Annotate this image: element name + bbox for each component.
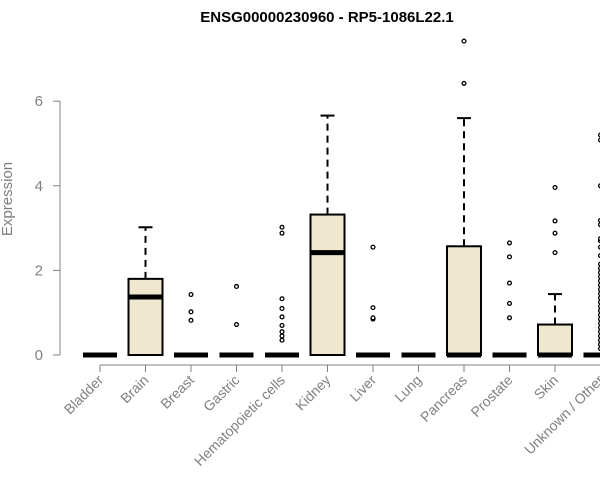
y-tick-label: 0	[35, 347, 43, 364]
outlier-point	[279, 322, 285, 328]
outlier-point	[279, 314, 285, 320]
box-group	[356, 244, 390, 358]
outlier-point	[506, 280, 513, 286]
box-group	[265, 224, 299, 358]
y-tick-label: 6	[35, 93, 43, 110]
x-tick-label: Brain	[117, 372, 151, 406]
outlier-point	[370, 244, 376, 250]
outlier-point	[461, 38, 467, 44]
x-tick-label: Liver	[346, 372, 379, 405]
iqr-box	[446, 245, 482, 356]
outlier-point	[233, 283, 240, 290]
outlier-point	[279, 224, 285, 230]
y-axis-label: Expression	[0, 162, 16, 236]
box-group	[446, 38, 482, 358]
x-tick-label: Skin	[531, 372, 562, 403]
box-group	[309, 114, 346, 356]
x-tick-label: Hematopoietic cells	[191, 372, 288, 469]
outlier-point	[279, 305, 285, 312]
y-axis: 0 2 4 6	[35, 93, 61, 364]
outlier-point	[233, 321, 240, 328]
chart-title: ENSG00000230960 - RP5-1086L22.1	[200, 9, 454, 26]
outlier-point	[552, 230, 558, 236]
box-group	[174, 291, 208, 358]
x-tick-label: Breast	[157, 372, 197, 412]
box-group	[492, 240, 527, 358]
outlier-point	[506, 300, 513, 306]
x-tick-label: Lung	[391, 372, 424, 405]
x-tick-label: Prostate	[467, 372, 515, 420]
x-tick-label: Bladder	[61, 372, 107, 418]
outlier-point	[552, 184, 558, 191]
y-tick-label: 2	[35, 262, 43, 279]
outlier-point	[461, 80, 467, 86]
boxes-group	[83, 38, 600, 358]
outlier-point	[552, 250, 558, 256]
outlier-point	[279, 329, 285, 335]
outlier-point	[279, 333, 285, 339]
outlier-point	[370, 315, 376, 321]
iqr-box	[537, 323, 573, 357]
box-group	[583, 132, 600, 358]
box-group	[537, 184, 573, 358]
outlier-point	[279, 296, 285, 302]
outlier-point	[506, 240, 513, 246]
box-group	[127, 226, 164, 356]
outlier-point	[552, 218, 558, 224]
outlier-point	[370, 305, 376, 311]
iqr-box	[309, 213, 346, 356]
x-tick-label: Pancreas	[417, 372, 470, 425]
outlier-point	[279, 230, 285, 236]
outlier-point	[279, 337, 285, 343]
y-tick-label: 4	[35, 178, 43, 195]
x-tick-label: Kidney	[292, 372, 334, 414]
outlier-point	[188, 309, 194, 315]
iqr-box	[127, 277, 164, 356]
outlier-point	[188, 291, 194, 298]
box-group	[219, 283, 254, 358]
outlier-point	[506, 254, 513, 260]
outlier-point	[506, 315, 513, 321]
x-tick-label: Unknown / Other	[521, 372, 600, 458]
outlier-point	[188, 317, 194, 323]
x-tick-label: Gastric	[200, 372, 243, 415]
